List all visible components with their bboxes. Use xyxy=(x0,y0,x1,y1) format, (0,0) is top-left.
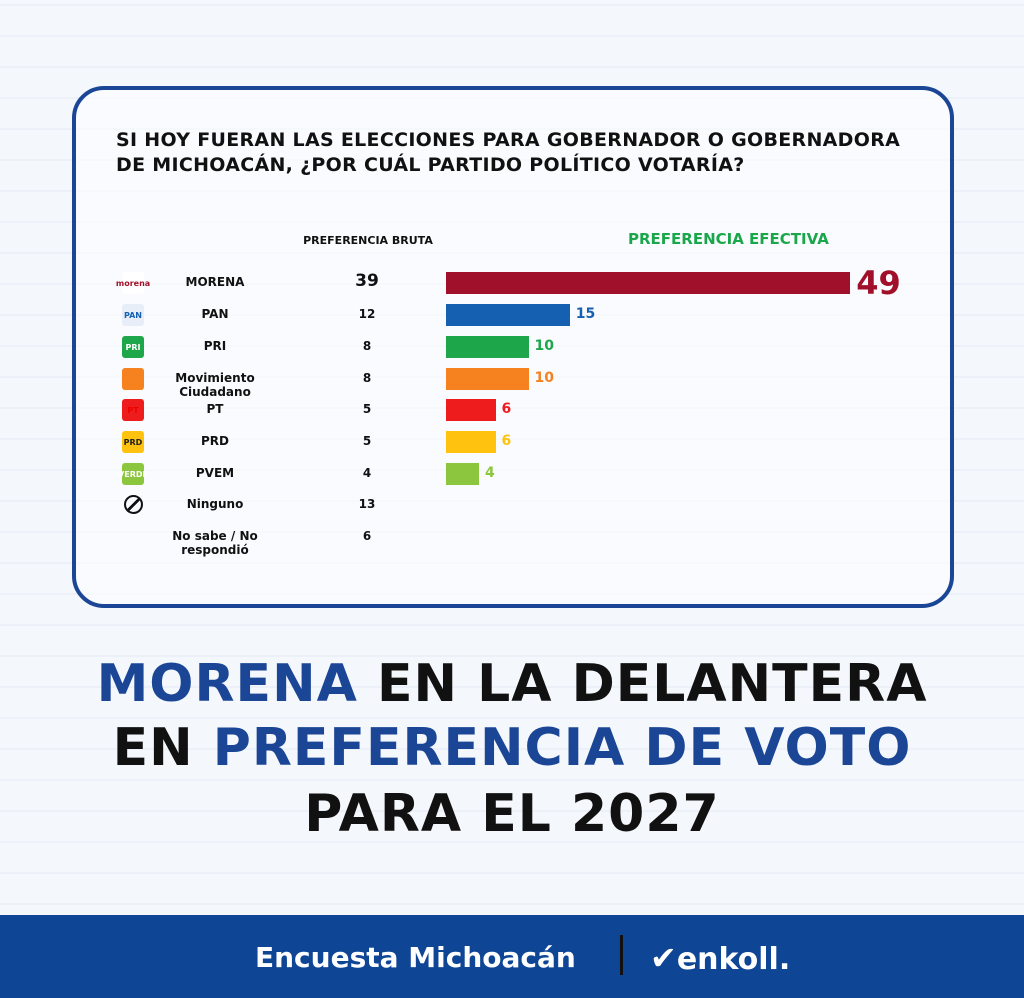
party-label: PRD xyxy=(201,434,229,448)
efectiva-value: 6 xyxy=(501,433,512,449)
chart-row: Ninguno 13 xyxy=(0,490,1024,520)
pan-logo: PAN xyxy=(122,304,144,326)
efectiva-value: 10 xyxy=(534,338,554,354)
party-label: Movimiento Ciudadano xyxy=(175,371,255,399)
party-label: No sabe / No respondió xyxy=(172,529,258,557)
bar-efectiva xyxy=(446,272,851,294)
bruta-value: 5 xyxy=(362,434,372,448)
bruta-value: 4 xyxy=(362,466,372,480)
pri-logo: PRI xyxy=(122,336,144,358)
headline-delantera: EN LA DELANTERA xyxy=(357,654,928,714)
footer-survey-name: Encuesta Michoacán xyxy=(255,941,576,974)
bar-efectiva xyxy=(446,336,529,358)
bruta-value: 12 xyxy=(358,307,376,321)
bruta-value: 6 xyxy=(362,529,372,543)
party-label: PT xyxy=(206,402,224,416)
bar-efectiva xyxy=(446,304,570,326)
efectiva-value: 4 xyxy=(485,465,495,481)
bar-efectiva xyxy=(446,399,496,421)
efectiva-value: 6 xyxy=(501,401,512,417)
chart-row: morena MORENA 39 49 xyxy=(0,264,1024,302)
mc-logo xyxy=(122,368,144,390)
party-label: PAN xyxy=(201,307,229,321)
headline-line-2: EN PREFERENCIA DE VOTO xyxy=(0,718,1024,778)
party-label: PVEM xyxy=(195,466,235,480)
efectiva-value: 49 xyxy=(856,264,901,302)
chart-row: Movimiento Ciudadano 8 10 xyxy=(0,364,1024,399)
headline-preferencia: PREFERENCIA DE VOTO xyxy=(212,718,912,778)
bruta-value: 8 xyxy=(362,371,372,385)
bar-efectiva xyxy=(446,431,496,453)
header-preferencia-bruta: PREFERENCIA BRUTA xyxy=(303,234,433,247)
bar-efectiva xyxy=(446,463,479,485)
morena-logo: morena xyxy=(116,272,150,294)
chart-row: PRD PRD 5 6 xyxy=(0,427,1024,457)
efectiva-value: 10 xyxy=(534,370,554,386)
prd-logo: PRD xyxy=(122,431,144,453)
enkoll-logo: ✔enkoll. xyxy=(650,939,790,977)
efectiva-value: 15 xyxy=(575,306,596,322)
headline-en: EN xyxy=(112,718,213,778)
pvem-logo: VERDE xyxy=(118,463,148,485)
footer-divider xyxy=(620,935,623,975)
party-label: MORENA xyxy=(185,275,245,289)
bruta-value: 8 xyxy=(362,339,372,353)
chart-row: VERDE PVEM 4 4 xyxy=(0,459,1024,489)
bruta-value: 39 xyxy=(355,271,379,291)
enkoll-mark-icon: ✔ xyxy=(650,939,677,977)
header-preferencia-efectiva: PREFERENCIA EFECTIVA xyxy=(628,230,829,248)
bar-efectiva xyxy=(446,368,529,390)
pt-logo: PT xyxy=(122,399,144,421)
question-title: SI HOY FUERAN LAS ELECCIONES PARA GOBERN… xyxy=(116,129,901,176)
headline-line-3: PARA EL 2027 xyxy=(304,784,720,844)
enkoll-text: enkoll. xyxy=(676,942,791,977)
chart-row: PRI PRI 8 10 xyxy=(0,332,1024,362)
headline-line-1: MORENA EN LA DELANTERA xyxy=(0,654,1024,714)
headline-morena: MORENA xyxy=(96,654,358,714)
chart-row: PAN PAN 12 15 xyxy=(0,300,1024,330)
bruta-value: 5 xyxy=(362,402,372,416)
chart-row: No sabe / No respondió 6 xyxy=(0,522,1024,557)
chart-row: PT PT 5 6 xyxy=(0,395,1024,425)
none-icon xyxy=(124,495,143,514)
footer-bar: Encuesta Michoacán ✔enkoll. xyxy=(0,915,1024,998)
bruta-value: 13 xyxy=(358,497,376,511)
party-label: PRI xyxy=(203,339,227,353)
party-label: Ninguno xyxy=(186,497,244,511)
